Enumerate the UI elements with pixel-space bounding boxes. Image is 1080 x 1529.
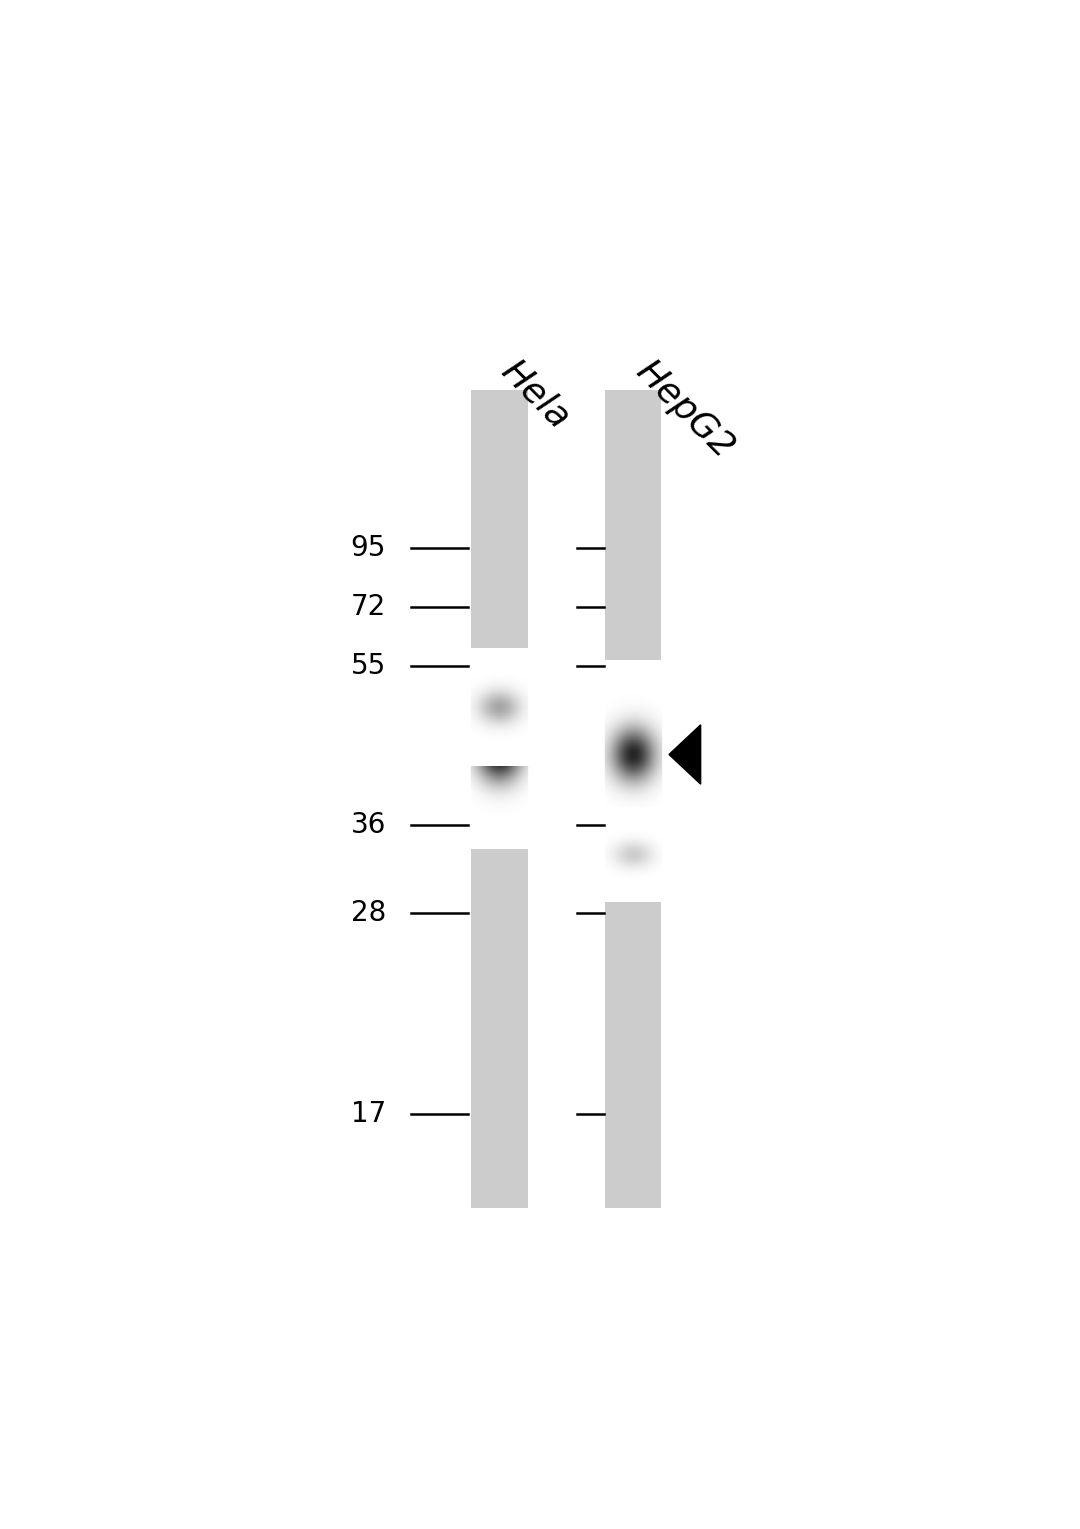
- Text: 72: 72: [351, 593, 387, 621]
- Text: 95: 95: [351, 535, 387, 563]
- Bar: [471, 390, 527, 1208]
- Polygon shape: [669, 725, 701, 784]
- Text: 28: 28: [351, 899, 387, 928]
- Text: 55: 55: [351, 653, 387, 680]
- Text: 17: 17: [351, 1099, 387, 1127]
- Bar: [605, 390, 661, 1208]
- Text: HepG2: HepG2: [629, 353, 740, 465]
- Text: 36: 36: [351, 810, 387, 839]
- Text: Hela: Hela: [495, 353, 577, 436]
